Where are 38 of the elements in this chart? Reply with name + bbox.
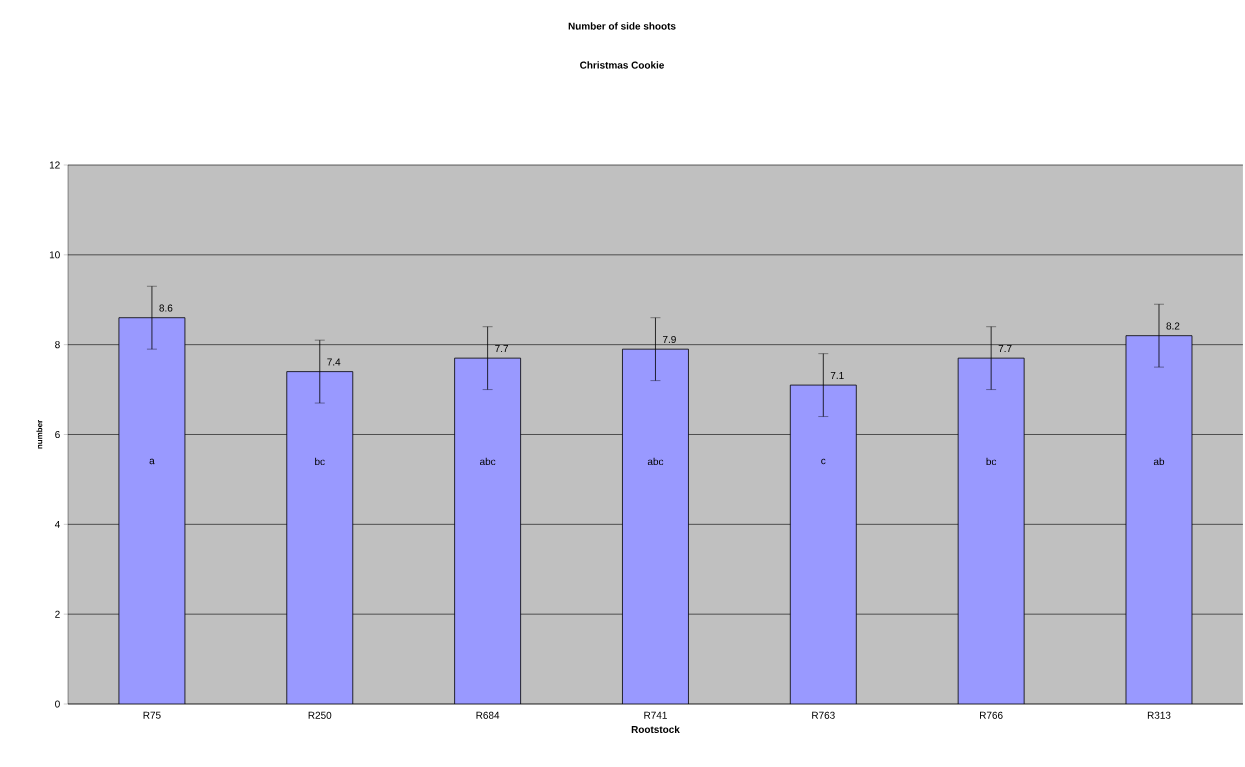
data-label: 7.9	[663, 335, 676, 343]
x-tick-label: R250	[308, 711, 332, 719]
y-tick-label: 4	[54, 520, 60, 528]
x-tick-label: R766	[980, 711, 1003, 719]
annotation: abc	[647, 457, 664, 466]
x-tick-label: R75	[143, 711, 161, 719]
bar	[118, 317, 186, 704]
y-tick-label: 0	[55, 700, 60, 708]
data-label: 7.7	[495, 345, 508, 352]
bar	[454, 357, 522, 704]
x-tick-label: R741	[644, 711, 667, 719]
data-label: 7.7	[998, 345, 1012, 352]
bar	[1125, 335, 1193, 704]
y-tick-label: 12	[49, 161, 60, 169]
annotation: bc	[315, 457, 325, 466]
annotation: c	[821, 458, 826, 465]
bar	[789, 384, 857, 704]
annotation: abc	[480, 457, 496, 466]
y-tick-label: 2	[55, 610, 60, 618]
bar	[957, 357, 1025, 704]
chart-subtitle: Christmas Cookie	[580, 61, 665, 69]
x-tick-label: R763	[812, 711, 835, 719]
y-tick-label: 10	[49, 251, 60, 259]
annotation: a	[149, 458, 155, 465]
x-tick-label: R313	[1147, 711, 1171, 719]
x-axis-title: Rootstock	[631, 725, 680, 733]
bar	[622, 348, 689, 704]
bar	[286, 371, 354, 704]
annotation: ab	[1153, 457, 1165, 466]
y-tick-label: 8	[55, 341, 60, 349]
data-label: 7.1	[830, 372, 844, 379]
x-tick-label: R684	[476, 711, 500, 719]
y-tick-label: 6	[55, 430, 60, 439]
annotation: bc	[986, 457, 997, 466]
data-label: 7.4	[327, 358, 341, 366]
chart-title: Number of side shoots	[568, 22, 676, 30]
data-label: 8.6	[159, 304, 173, 312]
data-label: 8.2	[1166, 322, 1180, 330]
